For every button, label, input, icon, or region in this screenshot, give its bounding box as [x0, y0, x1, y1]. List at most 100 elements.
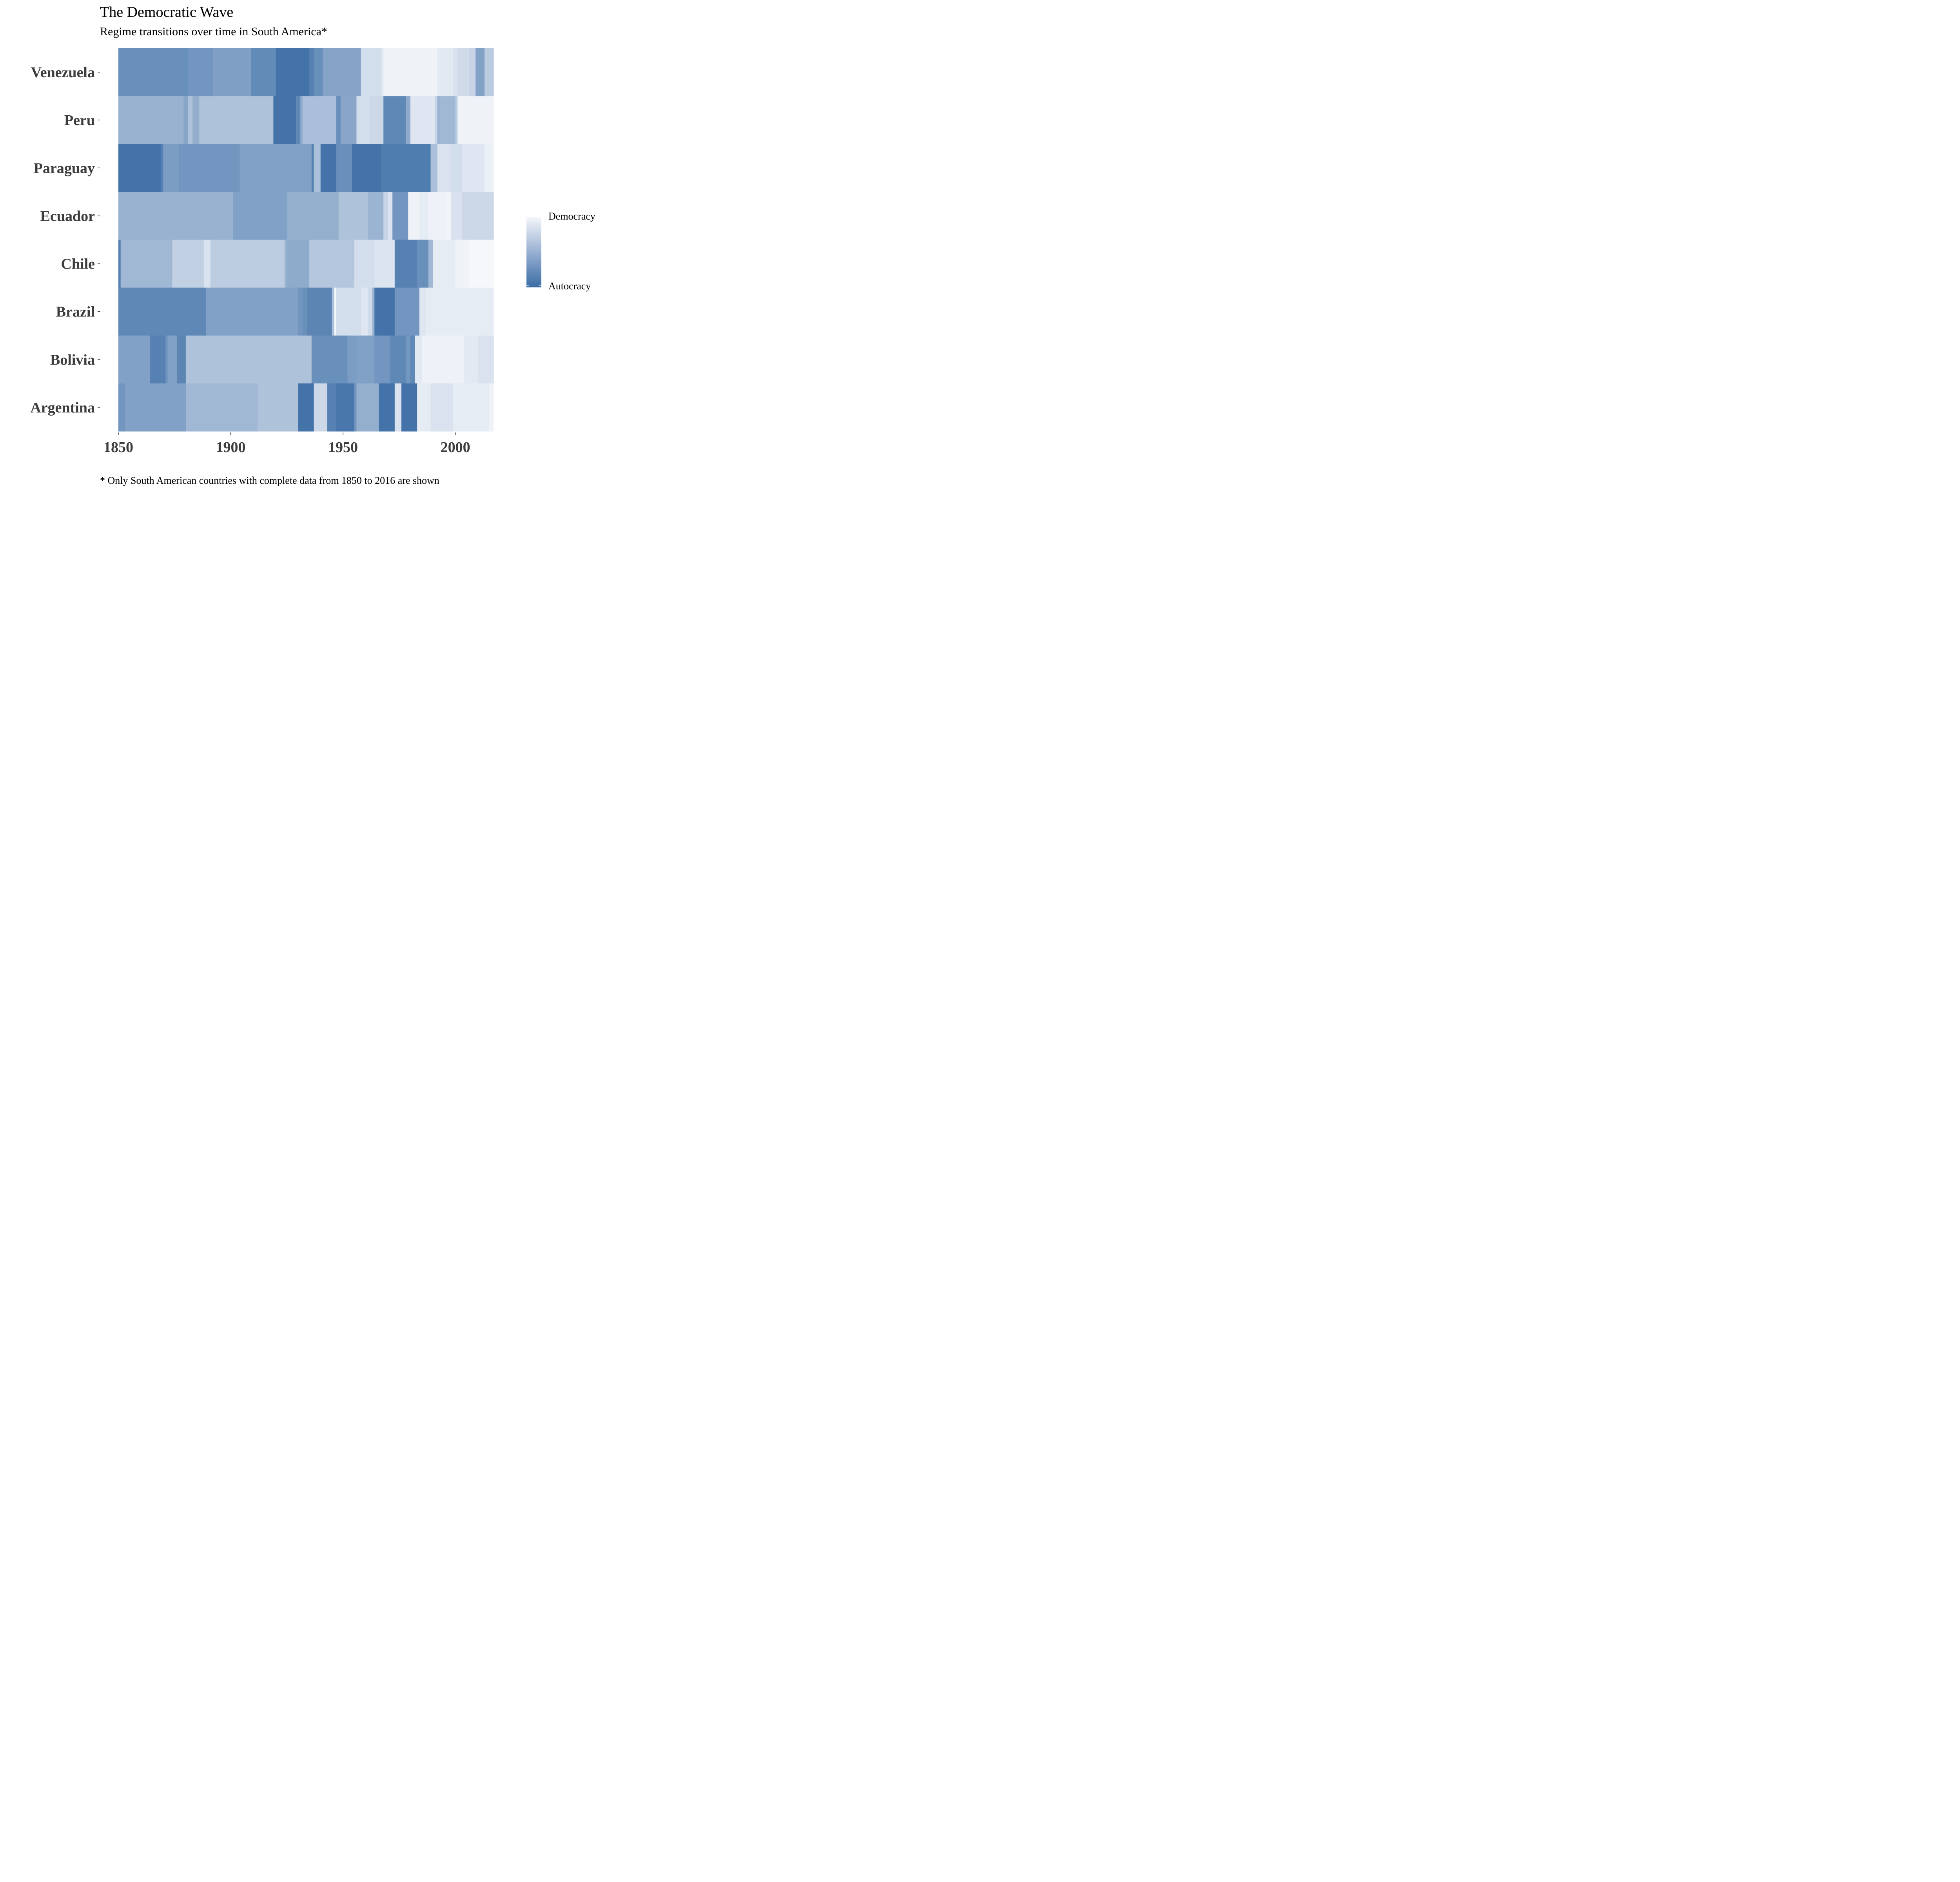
- heatmap-cell-brazil: [298, 287, 303, 336]
- heatmap-cell-ecuador: [233, 192, 287, 240]
- heatmap-cell-argentina: [430, 383, 454, 432]
- heatmap-cell-paraguay: [437, 144, 451, 192]
- legend-label-democracy: Democracy: [548, 211, 595, 222]
- heatmap-cell-peru: [406, 96, 411, 144]
- heatmap-cell-brazil: [118, 287, 207, 336]
- heatmap-cell-venezuela: [475, 48, 485, 96]
- heatmap-cell-bolivia: [406, 335, 411, 384]
- legend-label-autocracy: Autocracy: [548, 280, 591, 292]
- y-tick-label-argentina: Argentina: [30, 400, 95, 416]
- heatmap-cell-argentina: [314, 383, 328, 432]
- heatmap-cell-chile: [433, 240, 456, 288]
- heatmap-cell-venezuela: [314, 48, 323, 96]
- heatmap-cell-chile: [354, 240, 375, 288]
- heatmap-cell-brazil: [302, 287, 307, 336]
- y-tick-label-chile: Chile: [61, 256, 95, 272]
- heatmap-cell-peru: [356, 96, 370, 144]
- heatmap-cell-venezuela: [212, 48, 251, 96]
- heatmap-cell-argentina: [298, 383, 314, 432]
- heatmap-cell-brazil: [368, 287, 373, 336]
- heatmap-cell-brazil: [372, 287, 375, 336]
- heatmap-cell-paraguay: [320, 144, 337, 192]
- heatmap-cell-bolivia: [374, 335, 390, 384]
- heatmap-cell-brazil: [426, 287, 494, 336]
- heatmap-cell-peru: [383, 96, 407, 144]
- heatmap-cell-chile: [118, 240, 121, 288]
- heatmap-cell-peru: [183, 96, 189, 144]
- heatmap-cell-venezuela: [437, 48, 454, 96]
- heatmap-cell-bolivia: [168, 335, 177, 384]
- heatmap-cell-chile: [203, 240, 211, 288]
- heatmap-cell-paraguay: [485, 144, 494, 192]
- heatmap-cell-chile: [417, 240, 429, 288]
- y-tick-label-brazil: Brazil: [56, 304, 95, 320]
- heatmap-cell-bolivia: [347, 335, 357, 384]
- heatmap-cell-paraguay: [311, 144, 314, 192]
- heatmap-cell-argentina: [258, 383, 299, 432]
- heatmap-cell-ecuador: [451, 192, 463, 240]
- heatmap-cell-bolivia: [421, 335, 465, 384]
- heatmap-cells: [118, 48, 494, 432]
- y-tick-label-peru: Peru: [64, 112, 95, 129]
- heatmap-cell-paraguay: [381, 144, 431, 192]
- chart-svg: The Democratic Wave Regime transitions o…: [30, 4, 595, 486]
- legend: Democracy Autocracy: [526, 211, 595, 292]
- heatmap-cell-argentina: [489, 383, 494, 432]
- heatmap-cell-peru: [410, 96, 436, 144]
- heatmap-cell-bolivia: [311, 335, 348, 384]
- heatmap-cell-peru: [302, 96, 337, 144]
- heatmap-cell-venezuela: [251, 48, 276, 96]
- heatmap-cell-bolivia: [410, 335, 416, 384]
- heatmap-cell-bolivia: [165, 335, 168, 384]
- heatmap-cell-peru: [296, 96, 301, 144]
- heatmap-cell-ecuador: [287, 192, 339, 240]
- heatmap-cell-brazil: [206, 287, 299, 336]
- heatmap-cell-peru: [192, 96, 200, 144]
- x-tick-label: 1900: [216, 439, 246, 456]
- heatmap-cell-peru: [188, 96, 193, 144]
- heatmap-cell-argentina: [327, 383, 337, 432]
- heatmap-cell-venezuela: [485, 48, 494, 96]
- heatmap-cell-argentina: [336, 383, 355, 432]
- heatmap-cell-chile: [374, 240, 395, 288]
- heatmap-cell-peru: [336, 96, 341, 144]
- heatmap-cell-argentina: [394, 383, 402, 432]
- heatmap-cell-peru: [439, 96, 456, 144]
- x-tick-label: 1950: [328, 439, 358, 456]
- heatmap-cell-brazil: [374, 287, 395, 336]
- heatmap-cell-paraguay: [430, 144, 438, 192]
- x-tick-label: 2000: [441, 439, 470, 456]
- heatmap-cell-brazil: [307, 287, 332, 336]
- x-axis: 1850 1900 1950 2000: [103, 432, 470, 456]
- heatmap-cell-bolivia: [464, 335, 478, 384]
- heatmap-cell-peru: [199, 96, 274, 144]
- heatmap-cell-bolivia: [390, 335, 407, 384]
- y-tick-label-ecuador: Ecuador: [40, 208, 95, 224]
- chart: The Democratic Wave Regime transitions o…: [0, 0, 610, 488]
- heatmap-cell-bolivia: [415, 335, 422, 384]
- chart-title: The Democratic Wave: [100, 4, 233, 20]
- heatmap-cell-bolivia: [150, 335, 166, 384]
- heatmap-cell-argentina: [125, 383, 186, 432]
- heatmap-cell-paraguay: [336, 144, 352, 192]
- heatmap-cell-argentina: [453, 383, 490, 432]
- heatmap-cell-ecuador: [118, 192, 233, 240]
- heatmap-cell-brazil: [336, 287, 361, 336]
- heatmap-cell-chile: [428, 240, 433, 288]
- heatmap-cell-venezuela: [188, 48, 213, 96]
- heatmap-cell-paraguay: [118, 144, 162, 192]
- heatmap-cell-peru: [372, 96, 384, 144]
- heatmap-cell-ecuador: [338, 192, 368, 240]
- heatmap-cell-paraguay: [462, 144, 485, 192]
- heatmap-cell-chile: [309, 240, 355, 288]
- heatmap-cell-ecuador: [419, 192, 429, 240]
- heatmap-cell-paraguay: [352, 144, 382, 192]
- heatmap-cell-paraguay: [179, 144, 240, 192]
- heatmap-cell-bolivia: [356, 335, 375, 384]
- heatmap-cell-brazil: [394, 287, 420, 336]
- heatmap-cell-ecuador: [408, 192, 420, 240]
- heatmap-cell-ecuador: [428, 192, 447, 240]
- heatmap-cell-ecuador: [462, 192, 494, 240]
- heatmap-cell-ecuador: [392, 192, 408, 240]
- heatmap-cell-venezuela: [309, 48, 314, 96]
